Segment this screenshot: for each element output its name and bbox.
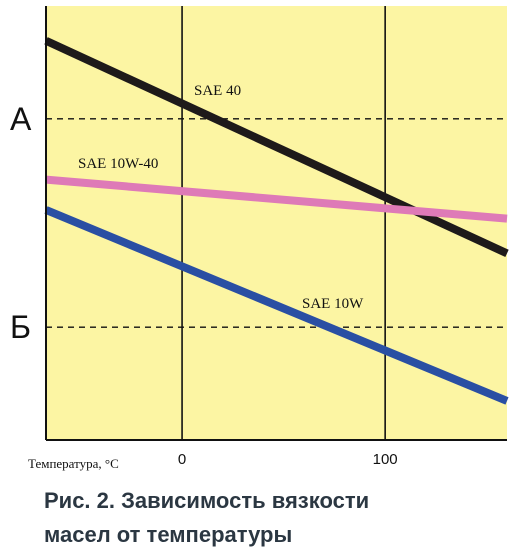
x-tick-label-1: 100 bbox=[373, 451, 398, 468]
x-axis-label: Температура, °С bbox=[28, 456, 119, 471]
series-line-0 bbox=[44, 37, 509, 258]
chart-labels: Температура, °С 0 100 А Б SAE 40 SAE 10W… bbox=[10, 83, 398, 471]
series-line-2 bbox=[44, 206, 509, 405]
vertical-gridlines bbox=[181, 6, 386, 440]
figure-caption-line-1: Рис. 2. Зависимость вязкости bbox=[44, 488, 370, 513]
level-label-b: Б bbox=[10, 309, 31, 345]
x-tick-label-0: 0 bbox=[178, 451, 186, 468]
axes bbox=[45, 6, 507, 441]
viscosity-chart: Температура, °С 0 100 А Б SAE 40 SAE 10W… bbox=[10, 6, 509, 471]
series-lines bbox=[44, 37, 509, 405]
series-label-sae-40: SAE 40 bbox=[194, 83, 241, 99]
series-label-sae-10w: SAE 10W bbox=[302, 296, 364, 312]
figure-caption-line-2: масел от температуры bbox=[44, 522, 293, 547]
level-label-a: А bbox=[10, 101, 32, 137]
series-line-1 bbox=[45, 175, 508, 223]
series-label-sae-10w-40: SAE 10W-40 bbox=[78, 156, 158, 172]
